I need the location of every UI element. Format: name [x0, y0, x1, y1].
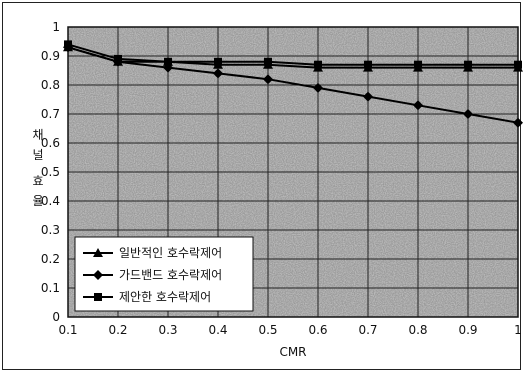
data-point-diamond — [313, 82, 323, 93]
y-tick-label: 0.2 — [41, 252, 60, 266]
data-point-diamond — [263, 74, 273, 85]
data-point-diamond — [513, 117, 523, 128]
legend-marker-triangle — [93, 248, 103, 257]
data-point-diamond — [363, 91, 373, 102]
series-square — [64, 40, 522, 69]
series-layer — [63, 40, 523, 128]
x-tick-label: 0.7 — [358, 323, 377, 337]
y-tick-label: 1 — [52, 20, 60, 34]
x-tick-label: 0.5 — [258, 323, 277, 337]
y-tick-label: 0.5 — [41, 165, 60, 179]
y-tick-label: 0.6 — [41, 136, 60, 150]
data-point-square — [214, 57, 222, 66]
x-axis-title: CMR — [279, 345, 306, 359]
data-point-diamond — [413, 100, 423, 111]
y-tick-label: 0 — [52, 310, 60, 324]
x-tick-label: 0.2 — [108, 323, 127, 337]
y-tick-label: 0.7 — [41, 107, 60, 121]
series-line — [67, 46, 518, 69]
legend-marker-square — [94, 293, 102, 301]
legend-item: 가드밴드 호수락제어 — [83, 268, 222, 282]
x-tick-label: 0.9 — [458, 323, 477, 337]
data-point-square — [364, 60, 372, 69]
legend-label: 일반적인 호수락제어 — [119, 246, 222, 260]
legend-marker-diamond — [93, 270, 103, 280]
x-tick-label: 0.3 — [158, 323, 177, 337]
x-tick-label: 0.4 — [208, 323, 227, 337]
x-tick-label: 0.6 — [308, 323, 327, 337]
data-point-square — [464, 60, 472, 69]
y-tick-label: 0.3 — [41, 223, 60, 237]
data-point-square — [264, 57, 272, 66]
data-point-square — [514, 60, 522, 69]
x-tick-label: 0.8 — [408, 323, 427, 337]
data-point-square — [314, 60, 322, 69]
data-point-diamond — [463, 109, 473, 119]
legend-label: 가드밴드 호수락제어 — [119, 268, 222, 282]
y-tick-label: 0.4 — [41, 194, 60, 208]
y-tick-label: 0.1 — [41, 281, 60, 295]
series-line — [67, 46, 519, 124]
data-point-square — [414, 60, 422, 69]
plot-border — [67, 26, 519, 318]
y-tick-label: 0.8 — [41, 78, 60, 92]
x-tick-labels: 0.1 0.2 0.3 0.4 0.5 0.6 0.7 0.8 0.9 1 — [58, 323, 521, 337]
legend-item: 일반적인 호수락제어 — [83, 246, 222, 260]
y-tick-labels: 0 0.1 0.2 0.3 0.4 0.5 0.6 0.7 0.8 0.9 1 — [41, 20, 60, 324]
data-point-square — [114, 54, 122, 63]
x-tick-label: 0.1 — [58, 323, 77, 337]
data-point-square — [64, 40, 72, 49]
legend-label: 제안한 호수락제어 — [119, 290, 211, 304]
x-tick-label: 1 — [514, 323, 522, 337]
data-point-square — [164, 57, 172, 66]
series-line — [67, 43, 518, 66]
y-tick-label: 0.9 — [41, 49, 60, 63]
data-point-diamond — [213, 68, 223, 79]
legend-item: 제안한 호수락제어 — [83, 290, 211, 304]
